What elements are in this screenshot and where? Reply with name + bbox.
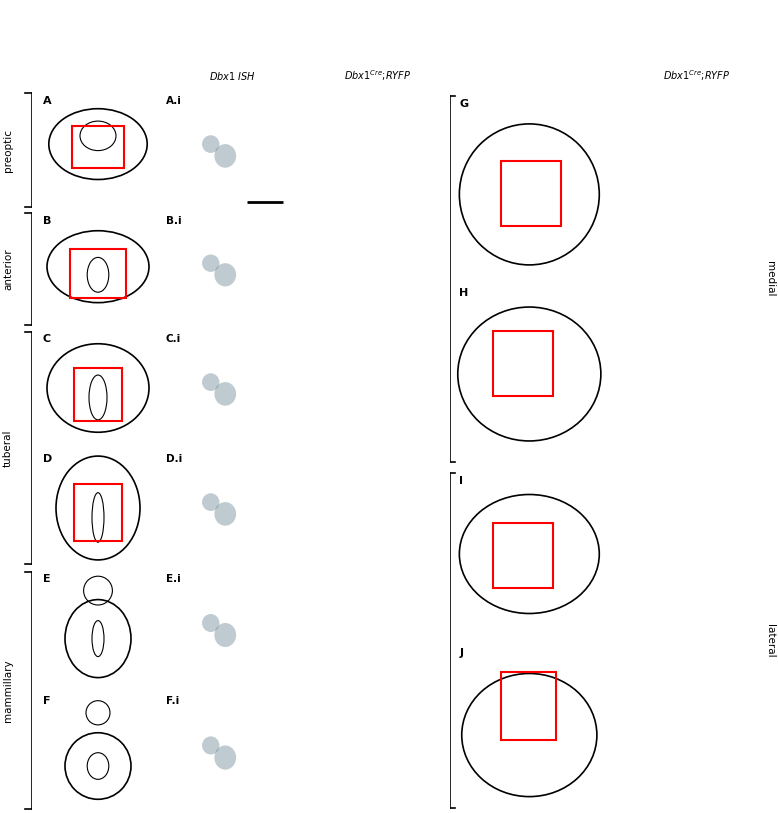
Text: poa: poa bbox=[625, 233, 640, 242]
Bar bbox=[492, 524, 553, 588]
Text: ah: ah bbox=[689, 714, 699, 723]
Text: tuberal: tuberal bbox=[3, 429, 13, 467]
Ellipse shape bbox=[215, 746, 237, 770]
Text: lateral: lateral bbox=[765, 624, 775, 658]
Text: I: I bbox=[459, 476, 464, 486]
Text: medial: medial bbox=[765, 261, 775, 297]
Bar bbox=[70, 250, 125, 298]
Text: H.i: H.i bbox=[622, 289, 638, 298]
Text: J: J bbox=[459, 648, 464, 658]
Text: preoptic: preoptic bbox=[3, 128, 13, 172]
Text: poa: poa bbox=[647, 773, 663, 782]
Text: E.ii: E.ii bbox=[310, 574, 329, 584]
Text: ah: ah bbox=[631, 379, 642, 388]
Ellipse shape bbox=[215, 263, 237, 286]
Text: B: B bbox=[43, 215, 51, 226]
Text: vmh: vmh bbox=[716, 176, 734, 185]
Text: I.i: I.i bbox=[622, 476, 633, 486]
Text: E11.5: E11.5 bbox=[212, 36, 252, 50]
Text: B.ii: B.ii bbox=[310, 215, 330, 226]
Text: E: E bbox=[43, 574, 51, 584]
Text: mn: mn bbox=[385, 701, 398, 710]
Bar bbox=[74, 485, 122, 541]
Text: C.ii: C.ii bbox=[310, 333, 330, 344]
Text: C.i: C.i bbox=[166, 333, 181, 344]
Ellipse shape bbox=[202, 254, 219, 272]
Text: arc: arc bbox=[664, 139, 677, 148]
Text: arc: arc bbox=[395, 477, 408, 486]
Ellipse shape bbox=[202, 373, 219, 391]
Text: D.ii: D.ii bbox=[310, 454, 331, 463]
Text: pvn: pvn bbox=[409, 431, 425, 440]
Text: lh: lh bbox=[732, 679, 740, 689]
Text: G.i: G.i bbox=[622, 98, 638, 108]
Text: J.i: J.i bbox=[622, 648, 633, 658]
Ellipse shape bbox=[202, 135, 219, 153]
Bar bbox=[72, 126, 124, 167]
Text: B.i: B.i bbox=[166, 215, 181, 226]
Ellipse shape bbox=[215, 502, 237, 526]
Text: poa: poa bbox=[622, 601, 637, 610]
Ellipse shape bbox=[202, 737, 219, 754]
Text: mn: mn bbox=[404, 591, 417, 600]
Text: mn: mn bbox=[748, 209, 762, 218]
Text: anterior: anterior bbox=[3, 248, 13, 289]
Bar bbox=[492, 331, 553, 396]
Text: F: F bbox=[43, 696, 51, 706]
Text: C: C bbox=[43, 333, 51, 344]
Text: E.i: E.i bbox=[166, 574, 180, 584]
Text: $\mathit{Dbx1}$ ISH: $\mathit{Dbx1}$ ISH bbox=[209, 70, 256, 82]
Ellipse shape bbox=[215, 382, 237, 406]
Ellipse shape bbox=[215, 623, 237, 647]
Ellipse shape bbox=[202, 493, 219, 511]
Text: D.i: D.i bbox=[166, 454, 182, 463]
Text: mn: mn bbox=[732, 403, 746, 412]
Text: poa: poa bbox=[623, 425, 639, 434]
Text: $\mathit{Dbx1^{Cre}}$;$\mathit{RYFP}$: $\mathit{Dbx1^{Cre}}$;$\mathit{RYFP}$ bbox=[344, 68, 411, 84]
Text: Sagittal: Sagittal bbox=[584, 5, 647, 23]
Bar bbox=[74, 368, 122, 421]
Text: mammillary: mammillary bbox=[3, 659, 13, 722]
Ellipse shape bbox=[202, 614, 219, 632]
Text: lh: lh bbox=[409, 524, 417, 534]
Text: pvn: pvn bbox=[732, 256, 748, 265]
Text: vmh: vmh bbox=[710, 354, 728, 363]
Text: G: G bbox=[459, 98, 468, 108]
Text: E13.5: E13.5 bbox=[358, 36, 398, 50]
Text: E15.5: E15.5 bbox=[677, 36, 717, 50]
Text: H: H bbox=[459, 289, 468, 298]
Text: D: D bbox=[43, 454, 52, 463]
Text: F.ii: F.ii bbox=[310, 696, 328, 706]
Text: A.ii: A.ii bbox=[310, 96, 331, 106]
Text: ah: ah bbox=[640, 546, 650, 555]
Text: mn: mn bbox=[732, 597, 746, 606]
Text: Coronal: Coronal bbox=[251, 5, 314, 23]
Text: $\mathit{Dbx1^{Cre}}$;$\mathit{RYFP}$: $\mathit{Dbx1^{Cre}}$;$\mathit{RYFP}$ bbox=[663, 68, 731, 84]
Text: lh: lh bbox=[696, 575, 704, 584]
Text: A.i: A.i bbox=[166, 96, 182, 106]
Bar bbox=[501, 160, 561, 226]
Ellipse shape bbox=[215, 144, 237, 167]
Text: poa: poa bbox=[418, 172, 433, 180]
Text: vmh: vmh bbox=[409, 501, 428, 510]
Bar bbox=[501, 672, 556, 740]
Text: vmh: vmh bbox=[710, 529, 728, 538]
Text: arc: arc bbox=[644, 328, 657, 337]
Text: ah: ah bbox=[651, 190, 661, 199]
Text: F.i: F.i bbox=[166, 696, 179, 706]
Text: A: A bbox=[43, 96, 51, 106]
Text: ah: ah bbox=[399, 267, 410, 276]
